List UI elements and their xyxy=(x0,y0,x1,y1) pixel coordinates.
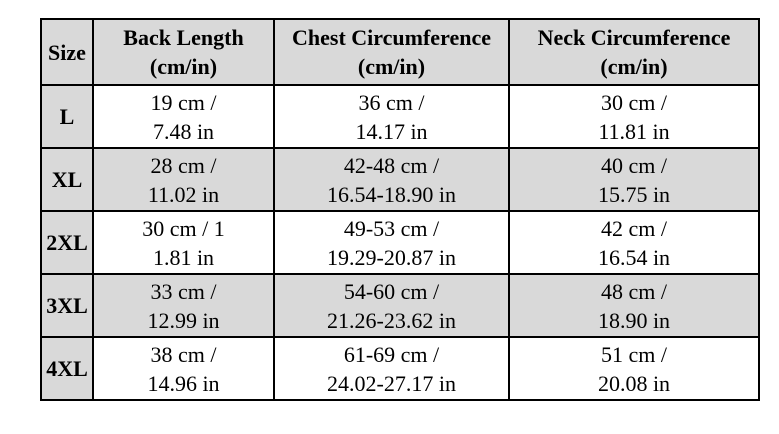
table-row-3xl: 3XL 33 cm / 12.99 in 54-60 cm / 21.26-23… xyxy=(40,273,760,338)
header-unit: (cm/in) xyxy=(600,54,668,79)
value-line-in: 24.02-27.17 in xyxy=(327,370,456,396)
value-line-in: 15.75 in xyxy=(597,181,671,207)
size-cell: 3XL xyxy=(40,273,94,338)
size-chart-table: Size Back Length (cm/in) Chest Circumfer… xyxy=(40,18,760,401)
value-line-in: 14.96 in xyxy=(147,370,220,396)
header-cell-neck-circumference: Neck Circumference (cm/in) xyxy=(508,18,760,86)
chest-circumference-cell: 54-60 cm / 21.26-23.62 in xyxy=(273,273,510,338)
header-title: Chest Circumference xyxy=(292,25,491,50)
value-line-in: 11.02 in xyxy=(147,181,220,207)
table-header-row: Size Back Length (cm/in) Chest Circumfer… xyxy=(40,18,760,86)
back-length-cell: 28 cm / 11.02 in xyxy=(92,147,275,212)
value-line-in: 11.81 in xyxy=(598,118,670,144)
chest-circumference-cell: 36 cm / 14.17 in xyxy=(273,84,510,149)
header-title: Back Length xyxy=(123,25,244,50)
value-line-in: 21.26-23.62 in xyxy=(327,307,456,333)
value-line-in: 16.54 in xyxy=(597,244,671,270)
value-line-cm: 51 cm / xyxy=(601,341,667,367)
header-cell-size: Size xyxy=(40,18,94,86)
chest-circumference-cell: 61-69 cm / 24.02-27.17 in xyxy=(273,336,510,401)
value-line-cm: 38 cm / xyxy=(150,341,217,367)
value-line-cm: 30 cm / xyxy=(601,89,667,115)
table-row-l: L 19 cm / 7.48 in 36 cm / 14.17 in 30 cm… xyxy=(40,84,760,149)
value-line-cm: 40 cm / xyxy=(601,152,667,178)
value-line-in: 16.54-18.90 in xyxy=(327,181,456,207)
chest-circumference-cell: 42-48 cm / 16.54-18.90 in xyxy=(273,147,510,212)
header-title: Neck Circumference xyxy=(537,25,731,50)
neck-circumference-cell: 42 cm / 16.54 in xyxy=(508,210,760,275)
neck-circumference-cell: 51 cm / 20.08 in xyxy=(508,336,760,401)
header-cell-back-length: Back Length (cm/in) xyxy=(92,18,275,86)
value-line-cm: 33 cm / xyxy=(150,278,217,304)
value-line-cm: 54-60 cm / xyxy=(343,278,440,304)
value-line-in: 14.17 in xyxy=(355,118,428,144)
value-line-cm: 42-48 cm / xyxy=(343,152,440,178)
header-title: Size xyxy=(48,39,86,65)
value-line-cm: 42 cm / xyxy=(601,215,667,241)
header-unit: (cm/in) xyxy=(357,54,426,79)
value-line-cm: 48 cm / xyxy=(601,278,667,304)
value-line-cm: 19 cm / xyxy=(150,89,217,115)
value-line-cm: 30 cm / 1 xyxy=(142,215,225,241)
chest-circumference-cell: 49-53 cm / 19.29-20.87 in xyxy=(273,210,510,275)
table-row-xl: XL 28 cm / 11.02 in 42-48 cm / 16.54-18.… xyxy=(40,147,760,212)
value-line-in: 19.29-20.87 in xyxy=(327,244,456,270)
value-line-cm: 28 cm / xyxy=(150,152,217,178)
back-length-cell: 38 cm / 14.96 in xyxy=(92,336,275,401)
table-row-2xl: 2XL 30 cm / 1 1.81 in 49-53 cm / 19.29-2… xyxy=(40,210,760,275)
value-line-in: 1.81 in xyxy=(152,244,215,270)
neck-circumference-cell: 48 cm / 18.90 in xyxy=(508,273,760,338)
back-length-cell: 30 cm / 1 1.81 in xyxy=(92,210,275,275)
size-cell: XL xyxy=(40,147,94,212)
value-line-cm: 61-69 cm / xyxy=(343,341,440,367)
back-length-cell: 19 cm / 7.48 in xyxy=(92,84,275,149)
table-row-4xl: 4XL 38 cm / 14.96 in 61-69 cm / 24.02-27… xyxy=(40,336,760,401)
value-line-cm: 36 cm / xyxy=(358,89,425,115)
header-unit: (cm/in) xyxy=(149,54,218,79)
value-line-in: 7.48 in xyxy=(152,118,215,144)
size-cell: 4XL xyxy=(40,336,94,401)
neck-circumference-cell: 30 cm / 11.81 in xyxy=(508,84,760,149)
value-line-in: 18.90 in xyxy=(597,307,671,333)
header-cell-chest-circumference: Chest Circumference (cm/in) xyxy=(273,18,510,86)
value-line-cm: 49-53 cm / xyxy=(343,215,440,241)
value-line-in: 20.08 in xyxy=(597,370,671,396)
value-line-in: 12.99 in xyxy=(147,307,220,333)
neck-circumference-cell: 40 cm / 15.75 in xyxy=(508,147,760,212)
size-cell: L xyxy=(40,84,94,149)
back-length-cell: 33 cm / 12.99 in xyxy=(92,273,275,338)
size-cell: 2XL xyxy=(40,210,94,275)
